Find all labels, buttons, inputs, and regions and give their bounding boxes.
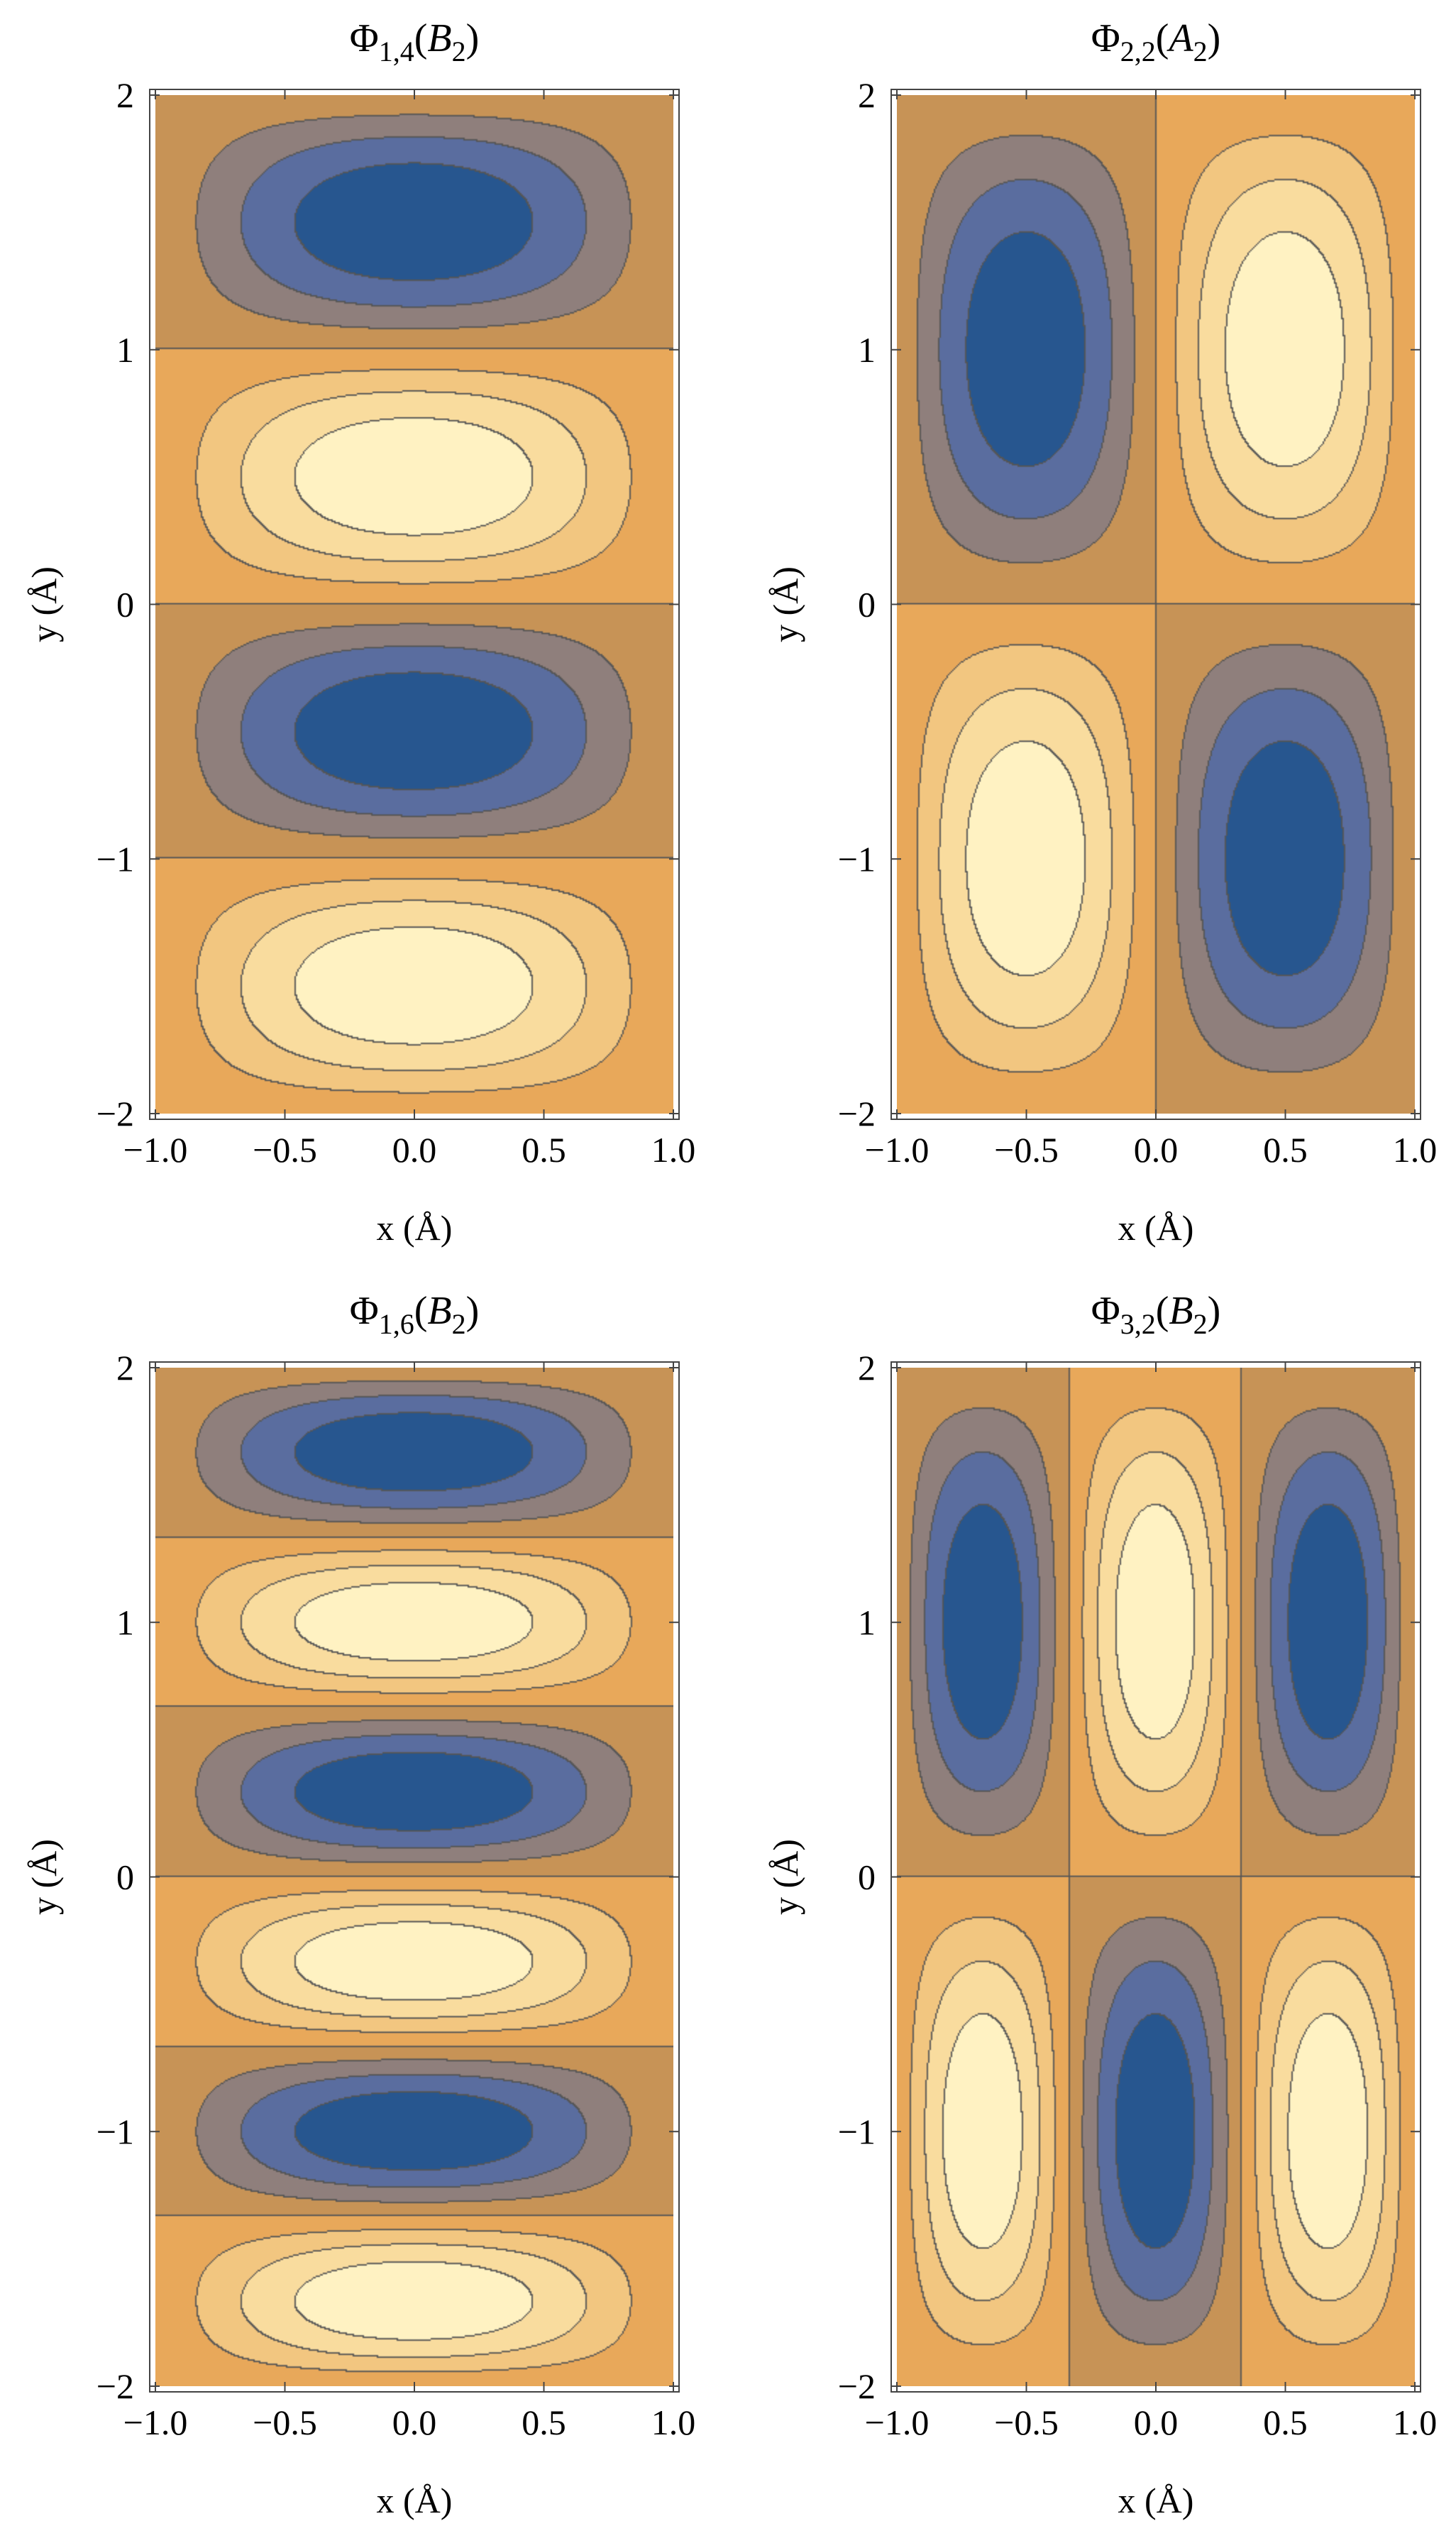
x-tick-label: 0.5 [522,1130,566,1170]
x-tick-label: 1.0 [651,1130,696,1170]
panel-title: Φ3,2(B2) [1091,1289,1220,1340]
x-tick-label: −1.0 [865,2403,930,2442]
x-tick-label: 0.0 [392,2403,437,2442]
panel-title: Φ2,2(A2) [1091,16,1220,67]
x-tick-label: 0.0 [1134,1130,1179,1170]
x-tick-label: 1.0 [1393,2403,1438,2442]
y-tick-label: −1 [838,839,876,879]
y-tick-label: −1 [838,2112,876,2151]
x-tick-label: −1.0 [123,2403,188,2442]
y-tick-label: −2 [96,2366,134,2406]
y-tick-label: −1 [96,839,134,879]
y-tick-label: −2 [838,1094,876,1133]
contour-field [155,95,673,1114]
x-tick-label: 1.0 [1393,1130,1438,1170]
panel-1: −1.0 −0.5 0.0 0.5 1.0 −2 −1 0 1 2 x (Å) y (Å) Φ1,4(B… [24,16,695,1248]
x-axis-label: x (Å) [377,2481,453,2520]
y-tick-label: −2 [838,2366,876,2406]
y-tick-label: 2 [858,1348,876,1388]
panel-3: −1.0 −0.5 0.0 0.5 1.0 −2 −1 0 1 2 x (Å) y (Å) Φ1,6(B… [24,1289,695,2520]
x-axis-label: x (Å) [1118,1208,1194,1248]
y-axis-label: y (Å) [24,1839,64,1915]
y-tick-label: 0 [116,585,134,625]
x-tick-label: 0.5 [1263,2403,1308,2442]
contour-field [897,95,1415,1114]
y-tick-label: −1 [96,2112,134,2151]
y-axis-label: y (Å) [766,566,805,642]
y-axis-label: y (Å) [766,1839,805,1915]
x-tick-label: 1.0 [651,2403,696,2442]
x-axis-label: x (Å) [377,1208,453,1248]
y-tick-label: 1 [858,330,876,370]
panel-4: −1.0 −0.5 0.0 0.5 1.0 −2 −1 0 1 2 x (Å) y (Å) Φ3,2(B… [766,1289,1437,2520]
y-tick-label: 0 [858,585,876,625]
x-tick-label: 0.5 [1263,1130,1308,1170]
panel-title: Φ1,4(B2) [350,16,479,67]
x-tick-label: −0.5 [994,1130,1059,1170]
y-tick-label: 1 [116,1603,134,1642]
y-tick-label: 0 [116,1857,134,1897]
y-tick-label: 2 [116,75,134,115]
contour-field [897,1368,1415,2386]
x-tick-label: −0.5 [994,2403,1059,2442]
x-axis-label: x (Å) [1118,2481,1194,2520]
x-tick-label: 0.0 [392,1130,437,1170]
y-axis-label: y (Å) [24,566,64,642]
contour-field [155,1368,673,2386]
y-tick-label: 1 [858,1603,876,1642]
x-tick-label: −0.5 [253,2403,317,2442]
x-tick-label: −1.0 [123,1130,188,1170]
y-tick-label: 1 [116,330,134,370]
x-tick-label: −1.0 [865,1130,930,1170]
x-tick-label: 0.0 [1134,2403,1179,2442]
y-tick-label: −2 [96,1094,134,1133]
y-tick-label: 2 [116,1348,134,1388]
y-tick-label: 0 [858,1857,876,1897]
x-tick-label: 0.5 [522,2403,566,2442]
x-tick-label: −0.5 [253,1130,317,1170]
panel-title: Φ1,6(B2) [350,1289,479,1340]
panel-2: −1.0 −0.5 0.0 0.5 1.0 −2 −1 0 1 2 x (Å) y (Å) Φ2,2(A… [766,16,1437,1248]
y-tick-label: 2 [858,75,876,115]
